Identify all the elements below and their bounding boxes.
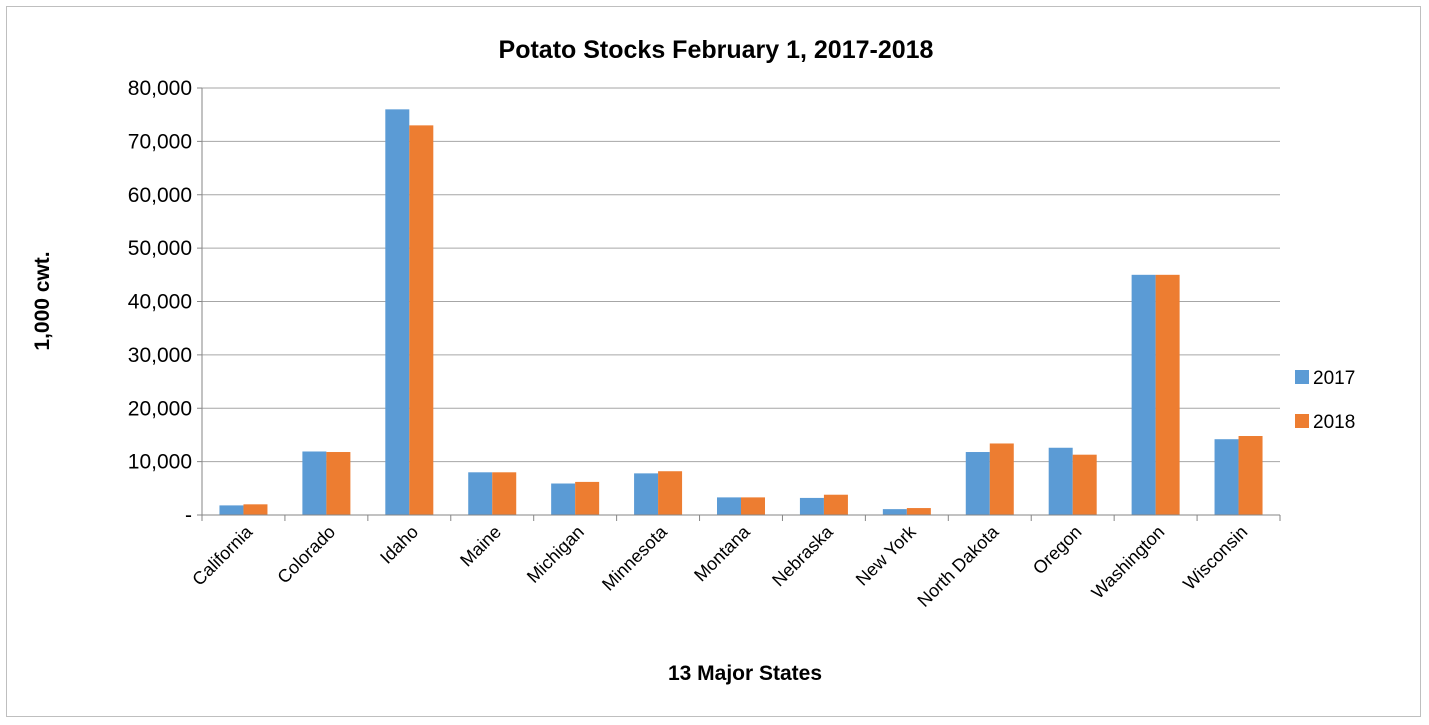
- x-tick-label: Wisconsin: [1179, 522, 1251, 594]
- y-tick-label: 10,000: [128, 451, 192, 474]
- x-tick-label: Maine: [456, 522, 505, 571]
- bar-2018-california: [243, 504, 268, 515]
- bar-2017-colorado: [302, 451, 327, 515]
- x-tick-label: Nebraska: [768, 521, 837, 590]
- x-tick-label: Michigan: [523, 522, 588, 587]
- x-axis-tick-labels: California Colorado Idaho Maine Michigan Minn…: [188, 521, 1251, 611]
- x-tick-label: Colorado: [273, 522, 339, 588]
- x-tick-label: New York: [852, 521, 921, 590]
- y-tick-label: 70,000: [128, 130, 192, 153]
- x-tick-label: California: [188, 521, 257, 590]
- bar-2018-new-york: [906, 508, 931, 515]
- bar-2017-wisconsin: [1214, 439, 1239, 515]
- y-tick-label: 20,000: [128, 397, 192, 420]
- y-tick-label: 40,000: [128, 291, 192, 314]
- legend-swatch-2018: [1295, 414, 1309, 428]
- bar-2018-michigan: [575, 481, 600, 515]
- x-tick-label: North Dakota: [913, 521, 1003, 611]
- y-tick-label: 80,000: [128, 77, 192, 100]
- bar-2017-north-dakota: [965, 452, 990, 515]
- bar-2017-nebraska: [799, 497, 824, 515]
- bar-2018-maine: [492, 472, 517, 515]
- x-tick-label: Oregon: [1029, 522, 1086, 579]
- bars: [219, 109, 1263, 516]
- bar-2018-montana: [741, 497, 765, 515]
- bar-2017-minnesota: [634, 473, 659, 515]
- bar-2017-idaho: [385, 109, 410, 515]
- y-axis-title: 1,000 cwt.: [31, 251, 54, 350]
- chart-title: Potato Stocks February 1, 2017-2018: [499, 36, 934, 64]
- x-tick-label: Idaho: [376, 522, 422, 568]
- legend-label: 2017: [1313, 368, 1355, 389]
- bar-2017-oregon: [1048, 447, 1073, 515]
- bar-2018-oregon: [1072, 454, 1097, 515]
- y-tick-label: 50,000: [128, 237, 192, 260]
- bar-2018-wisconsin: [1238, 436, 1263, 515]
- x-tick-label: Minnesota: [598, 521, 672, 595]
- bar-2018-nebraska: [823, 494, 848, 515]
- bar-2017-new-york: [882, 509, 907, 515]
- x-tick-label: Montana: [690, 521, 754, 585]
- chart-frame: [6, 6, 1421, 717]
- gridlines: [202, 87, 1280, 463]
- x-axis-title: 13 Major States: [668, 662, 822, 685]
- bar-2017-california: [219, 505, 244, 515]
- bar-2017-montana: [717, 497, 741, 515]
- bar-2017-maine: [468, 472, 493, 515]
- legend-swatch-2017: [1295, 370, 1309, 384]
- bar-2018-washington: [1155, 274, 1180, 515]
- bar-2017-michigan: [551, 483, 576, 515]
- y-tick-label: 30,000: [128, 344, 192, 367]
- bar-2018-north-dakota: [989, 443, 1014, 515]
- bar-2018-minnesota: [658, 471, 683, 515]
- y-tick-label: 60,000: [128, 184, 192, 207]
- x-tick-label: Washington: [1088, 522, 1169, 603]
- bar-2018-idaho: [409, 125, 434, 516]
- bar-2018-colorado: [326, 452, 351, 515]
- legend-label: 2018: [1313, 412, 1355, 433]
- axes: [197, 87, 1281, 521]
- legend: 2017 2018: [1295, 368, 1355, 433]
- y-axis-tick-labels: - 10,000 20,000 30,000 40,000 50,000 60,000 70,…: [128, 77, 192, 527]
- y-tick-label: -: [185, 504, 192, 527]
- bar-2017-washington: [1131, 274, 1156, 515]
